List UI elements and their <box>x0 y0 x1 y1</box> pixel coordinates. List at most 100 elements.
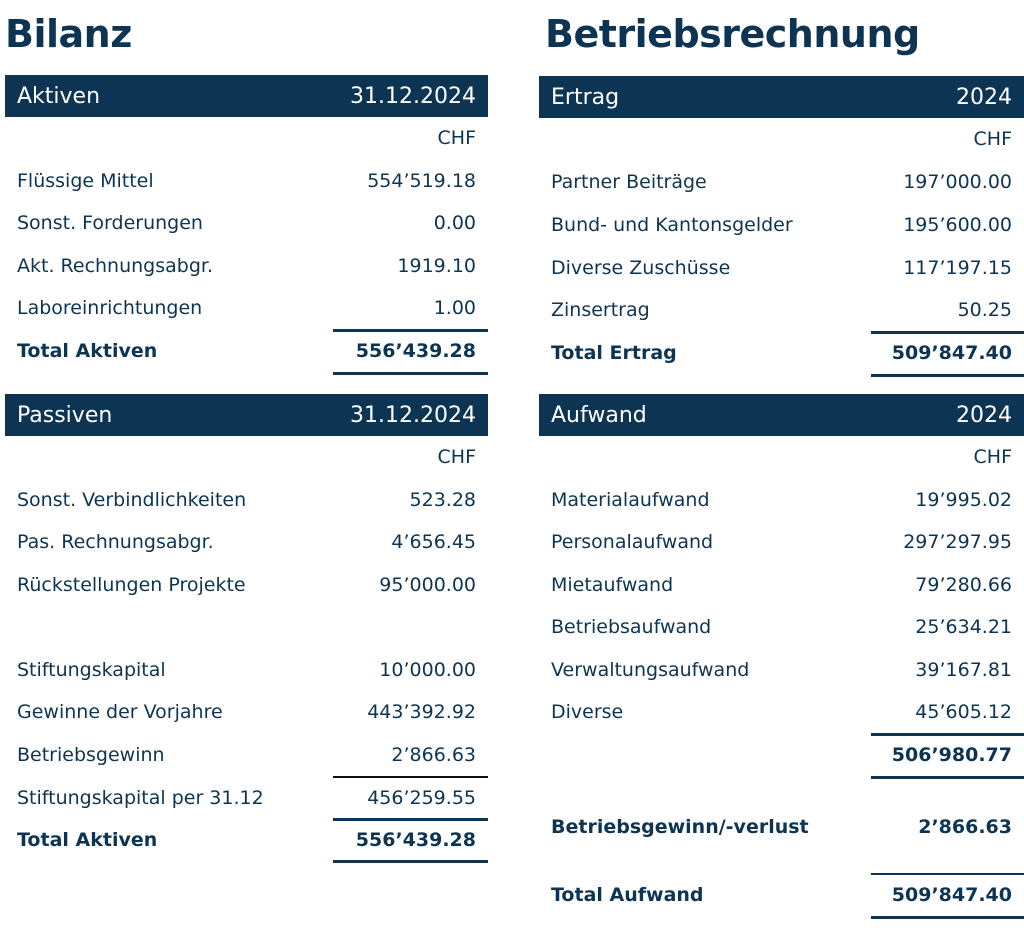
row-value: 4’656.45 <box>391 531 476 553</box>
ertrag-header-label: Ertrag <box>551 85 620 110</box>
row-value: 297’297.95 <box>903 531 1012 553</box>
table-row: Betriebsgewinn 2’866.63 <box>5 741 488 771</box>
row-label: Pas. Rechnungsabgr. <box>17 531 214 553</box>
total-label: Total Aktiven <box>17 829 158 851</box>
table-row: Materialaufwand 19’995.02 <box>539 486 1024 516</box>
total-rule-bottom <box>333 372 488 375</box>
total-label: Total Ertrag <box>551 342 677 364</box>
table-row: Diverse 45’605.12 <box>539 698 1024 728</box>
ertrag-total-row: Total Ertrag 509’847.40 <box>539 339 1024 369</box>
aufwand-subtotal-row: 506’980.77 <box>539 741 1024 771</box>
total-rule-top <box>333 329 488 332</box>
ertrag-header-year: 2024 <box>956 85 1012 110</box>
ertrag-header: Ertrag 2024 <box>539 76 1024 118</box>
row-label: Stiftungskapital per 31.12 <box>17 787 264 809</box>
row-value: 95’000.00 <box>379 574 476 596</box>
row-label: Zinsertrag <box>551 299 650 321</box>
total-rule-bottom <box>871 374 1024 377</box>
row-value: 197’000.00 <box>903 171 1012 193</box>
table-row: Laboreinrichtungen 1.00 <box>5 294 488 324</box>
row-value: 554’519.18 <box>367 170 476 192</box>
table-row: Verwaltungsaufwand 39’167.81 <box>539 656 1024 686</box>
table-row: Zinsertrag 50.25 <box>539 296 1024 326</box>
aufwand-header-label: Aufwand <box>551 403 647 428</box>
currency-label: CHF <box>437 446 476 468</box>
row-value: 50.25 <box>957 299 1012 321</box>
passiven-currency-row: CHF <box>5 443 488 473</box>
row-value: 1919.10 <box>397 255 476 277</box>
row-label: Betriebsgewinn <box>17 744 165 766</box>
total-rule-top <box>333 818 488 821</box>
row-label: Bund- und Kantonsgelder <box>551 214 793 236</box>
row-label: Betriebsaufwand <box>551 616 712 638</box>
betriebsrechnung-title: Betriebsrechnung <box>545 12 920 56</box>
aufwand-currency-row: CHF <box>539 443 1024 473</box>
total-rule-bottom <box>871 916 1024 919</box>
row-label: Diverse Zuschüsse <box>551 257 731 279</box>
passiven-header: Passiven 31.12.2024 <box>5 394 488 436</box>
row-value: 443’392.92 <box>367 701 476 723</box>
row-label: Flüssige Mittel <box>17 170 154 192</box>
table-row: Flüssige Mittel 554’519.18 <box>5 167 488 197</box>
total-rule-bottom <box>333 860 488 863</box>
row-value: 19’995.02 <box>915 489 1012 511</box>
row-label: Sonst. Forderungen <box>17 212 203 234</box>
row-label: Verwaltungsaufwand <box>551 659 750 681</box>
table-row: Partner Beiträge 197’000.00 <box>539 168 1024 198</box>
currency-label: CHF <box>437 127 476 149</box>
aufwand-header: Aufwand 2024 <box>539 394 1024 436</box>
row-value: 0.00 <box>433 212 476 234</box>
row-value: 10’000.00 <box>379 659 476 681</box>
row-label: Partner Beiträge <box>551 171 707 193</box>
result-row: Betriebsgewinn/-verlust 2’866.63 <box>539 813 1024 843</box>
row-label: Sonst. Verbindlichkeiten <box>17 489 247 511</box>
row-label: Laboreinrichtungen <box>17 297 203 319</box>
total-value: 556’439.28 <box>355 829 476 851</box>
row-value: 25’634.21 <box>915 616 1012 638</box>
table-row: Betriebsaufwand 25’634.21 <box>539 613 1024 643</box>
subtotal-value: 506’980.77 <box>891 744 1012 766</box>
aktiven-total-row: Total Aktiven 556’439.28 <box>5 337 488 367</box>
row-label: Mietaufwand <box>551 574 674 596</box>
subtotal-rule-bottom <box>871 776 1024 779</box>
aufwand-header-year: 2024 <box>956 403 1012 428</box>
aktiven-currency-row: CHF <box>5 124 488 154</box>
table-row: Diverse Zuschüsse 117’197.15 <box>539 254 1024 284</box>
table-row: Akt. Rechnungsabgr. 1919.10 <box>5 252 488 282</box>
aktiven-header: Aktiven 31.12.2024 <box>5 75 488 117</box>
passiven-header-date: 31.12.2024 <box>350 403 476 428</box>
row-value: 45’605.12 <box>915 701 1012 723</box>
row-label: Gewinne der Vorjahre <box>17 701 223 723</box>
table-row: Sonst. Verbindlichkeiten 523.28 <box>5 486 488 516</box>
aufwand-total-row: Total Aufwand 509’847.40 <box>539 881 1024 911</box>
aktiven-header-label: Aktiven <box>17 84 101 109</box>
total-value: 556’439.28 <box>355 340 476 362</box>
total-label: Total Aufwand <box>551 884 704 906</box>
table-row: Personalaufwand 297’297.95 <box>539 528 1024 558</box>
subtotal-rule-top <box>871 733 1024 736</box>
table-row: Rückstellungen Projekte 95’000.00 <box>5 571 488 601</box>
table-row: Mietaufwand 79’280.66 <box>539 571 1024 601</box>
table-row: Bund- und Kantonsgelder 195’600.00 <box>539 211 1024 241</box>
sum-rule <box>333 776 488 778</box>
total-rule-top <box>871 873 1024 875</box>
table-row: Pas. Rechnungsabgr. 4’656.45 <box>5 528 488 558</box>
total-label: Total Aktiven <box>17 340 158 362</box>
row-value: 1.00 <box>433 297 476 319</box>
row-label: Akt. Rechnungsabgr. <box>17 255 214 277</box>
table-row: Gewinne der Vorjahre 443’392.92 <box>5 698 488 728</box>
result-value: 2’866.63 <box>918 816 1012 838</box>
row-label: Stiftungskapital <box>17 659 166 681</box>
total-value: 509’847.40 <box>891 884 1012 906</box>
row-value: 117’197.15 <box>903 257 1012 279</box>
row-value: 2’866.63 <box>391 744 476 766</box>
bilanz-title: Bilanz <box>5 12 132 56</box>
passiven-total-row: Total Aktiven 556’439.28 <box>5 826 488 856</box>
row-value: 523.28 <box>409 489 476 511</box>
passiven-header-label: Passiven <box>17 403 113 428</box>
total-value: 509’847.40 <box>891 342 1012 364</box>
table-row: Stiftungskapital per 31.12 456’259.55 <box>5 784 488 814</box>
aktiven-header-date: 31.12.2024 <box>350 84 476 109</box>
table-row: Stiftungskapital 10’000.00 <box>5 656 488 686</box>
row-label: Materialaufwand <box>551 489 710 511</box>
